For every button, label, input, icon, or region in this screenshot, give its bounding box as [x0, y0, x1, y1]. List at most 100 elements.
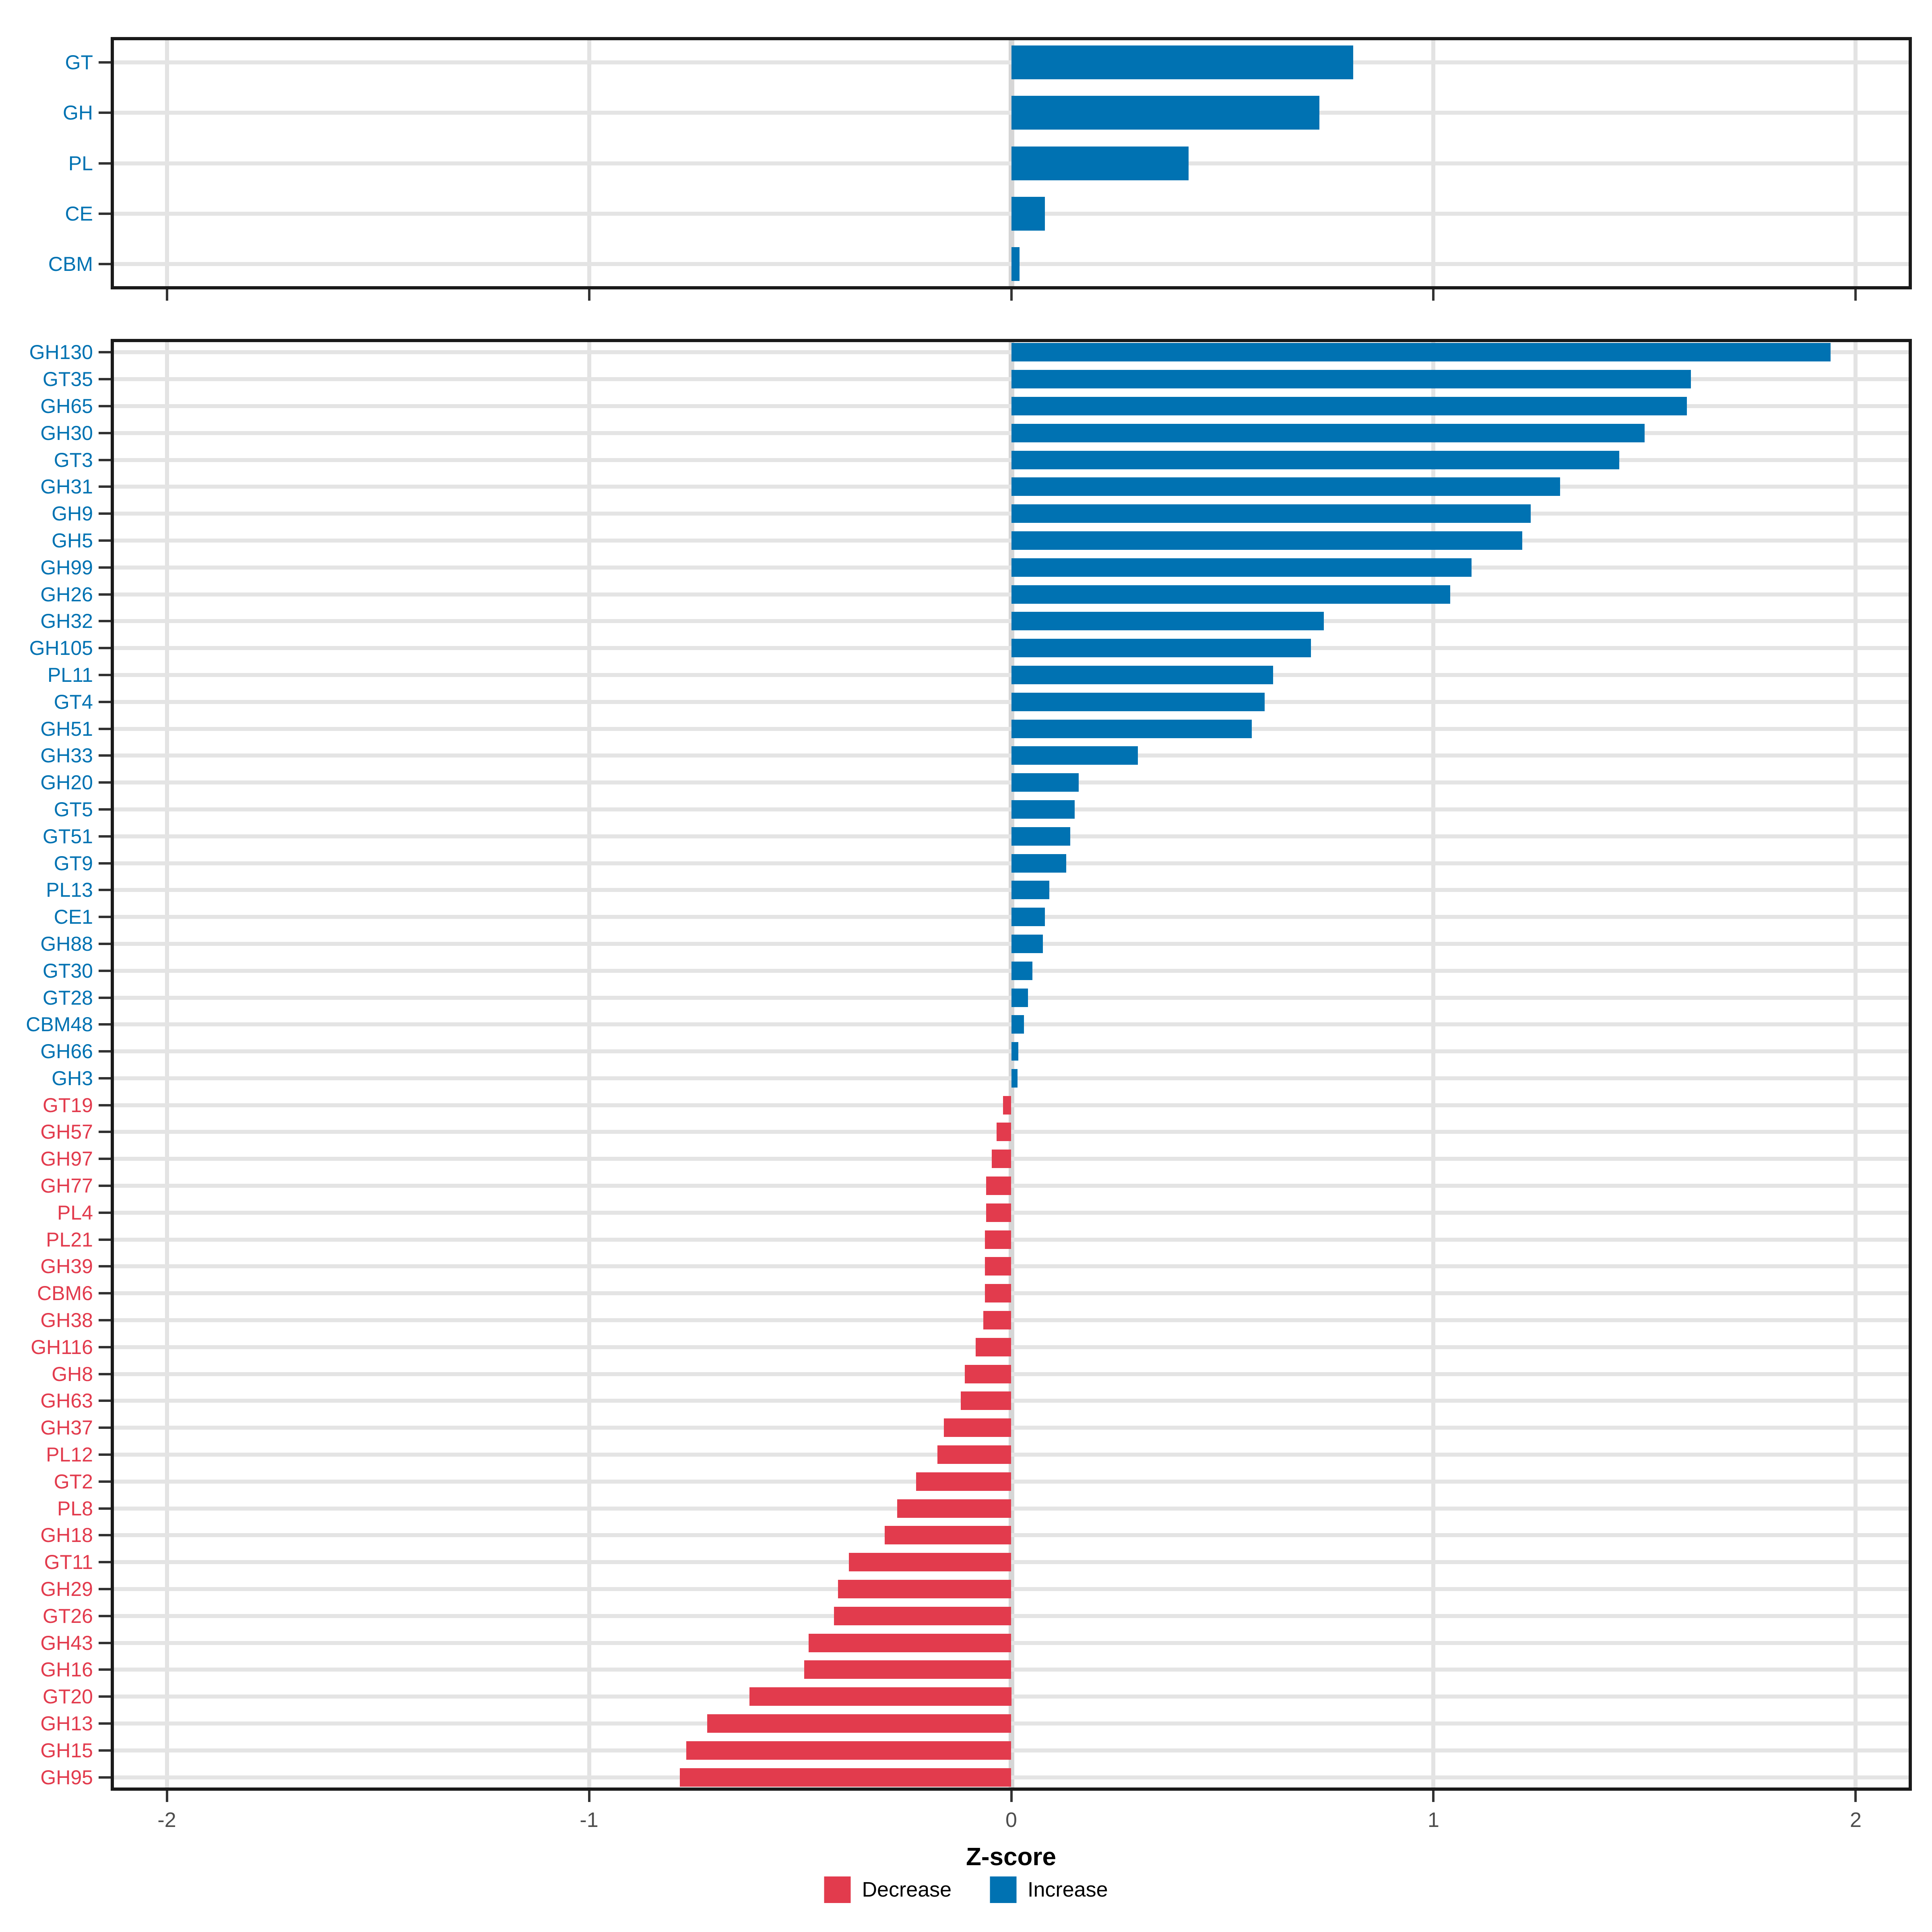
bar-CE1: [1011, 908, 1045, 927]
y-tick-GH33: [99, 754, 111, 757]
y-tick-label-GT11: GT11: [44, 1551, 93, 1574]
x-tick-label-2: 2: [1850, 1808, 1862, 1832]
bar-GH57: [996, 1123, 1011, 1141]
y-tick-GH57: [99, 1131, 111, 1133]
bar-GH16: [804, 1660, 1011, 1679]
y-tick-PL12: [99, 1453, 111, 1456]
y-tick-label-PL13: PL13: [46, 879, 93, 902]
y-tick-label-GT26: GT26: [42, 1604, 93, 1627]
y-tick-label-GH66: GH66: [40, 1040, 93, 1063]
row-gridline-GT2: [114, 1479, 1909, 1484]
y-tick-label-GT19: GT19: [42, 1094, 93, 1117]
y-tick-CE: [99, 212, 111, 215]
legend-swatch-increase: [990, 1876, 1017, 1903]
y-tick-label-CBM: CBM: [48, 253, 93, 276]
y-tick-GH29: [99, 1588, 111, 1591]
bar-GH37: [943, 1418, 1011, 1437]
bar-GH95: [680, 1768, 1011, 1787]
bar-GT19: [1003, 1096, 1011, 1115]
y-tick-GH31: [99, 485, 111, 488]
x-tick-top-1: [1432, 289, 1435, 301]
bar-GT9: [1011, 854, 1066, 873]
y-tick-label-GT51: GT51: [42, 825, 93, 848]
bar-CBM48: [1011, 1015, 1024, 1034]
y-tick-GT9: [99, 862, 111, 865]
bar-GH116: [976, 1338, 1011, 1356]
row-gridline-GH63: [114, 1399, 1909, 1403]
y-tick-label-GT3: GT3: [54, 448, 93, 471]
row-gridline-GH57: [114, 1130, 1909, 1134]
y-tick-GT19: [99, 1104, 111, 1106]
y-tick-label-PL11: PL11: [47, 663, 93, 686]
y-tick-GH3: [99, 1077, 111, 1080]
y-tick-GT11: [99, 1561, 111, 1564]
bar-PL21: [985, 1230, 1011, 1249]
bar-GH18: [884, 1526, 1011, 1545]
bar-GH33: [1011, 746, 1138, 765]
y-tick-label-GH32: GH32: [40, 610, 93, 633]
bar-GH13: [707, 1714, 1011, 1733]
y-tick-label-GT: GT: [65, 51, 93, 74]
y-tick-GH63: [99, 1399, 111, 1402]
bar-GT5: [1011, 800, 1075, 819]
legend: Decrease Increase: [824, 1876, 1108, 1903]
x-tick-label-1: 1: [1428, 1808, 1439, 1832]
y-tick-GT3: [99, 458, 111, 461]
y-tick-GH43: [99, 1641, 111, 1644]
y-tick-GT2: [99, 1480, 111, 1483]
x-tick-top-2: [1854, 289, 1857, 301]
y-tick-GH51: [99, 727, 111, 730]
bar-GT3: [1011, 450, 1620, 469]
y-tick-label-GH8: GH8: [52, 1362, 93, 1385]
y-tick-GT20: [99, 1695, 111, 1698]
row-gridline-GH38: [114, 1318, 1909, 1323]
y-tick-PL21: [99, 1238, 111, 1241]
bar-GH9: [1011, 504, 1531, 523]
y-tick-GH16: [99, 1668, 111, 1671]
y-tick-label-CE1: CE1: [54, 906, 93, 929]
y-tick-CE1: [99, 916, 111, 919]
bar-GH77: [986, 1177, 1011, 1195]
y-tick-GH20: [99, 781, 111, 784]
legend-label-increase: Increase: [1028, 1878, 1108, 1901]
y-tick-label-GH13: GH13: [40, 1712, 93, 1735]
y-tick-label-GH95: GH95: [40, 1766, 93, 1789]
y-tick-label-CBM6: CBM6: [37, 1282, 93, 1305]
x-tick-bottom--1: [588, 1791, 590, 1802]
y-tick-GH39: [99, 1265, 111, 1268]
y-tick-GH97: [99, 1158, 111, 1160]
y-tick-GH30: [99, 431, 111, 434]
bar-GT26: [834, 1606, 1011, 1625]
y-tick-label-GH16: GH16: [40, 1658, 93, 1681]
row-gridline-GH15: [114, 1748, 1909, 1752]
row-gridline-GH16: [114, 1668, 1909, 1672]
bar-GH3: [1011, 1069, 1018, 1088]
y-tick-CBM48: [99, 1023, 111, 1026]
y-tick-GH66: [99, 1050, 111, 1053]
y-tick-GT26: [99, 1614, 111, 1617]
y-tick-label-GH33: GH33: [40, 744, 93, 767]
bar-GH97: [992, 1150, 1011, 1168]
row-gridline-GH39: [114, 1264, 1909, 1269]
row-gridline-CBM6: [114, 1291, 1909, 1296]
row-gridline-GH116: [114, 1345, 1909, 1349]
y-tick-label-GH57: GH57: [40, 1121, 93, 1144]
y-tick-label-GT9: GT9: [54, 852, 93, 875]
bar-GH105: [1011, 639, 1311, 658]
x-tick-bottom-0: [1010, 1791, 1013, 1802]
y-tick-label-GH26: GH26: [40, 583, 93, 606]
y-tick-GH105: [99, 647, 111, 650]
bar-PL12: [937, 1445, 1011, 1464]
y-tick-label-GH3: GH3: [52, 1067, 93, 1090]
bar-CBM6: [985, 1284, 1011, 1303]
y-tick-label-GH5: GH5: [52, 529, 93, 552]
bar-GT4: [1011, 692, 1265, 711]
legend-item-increase: Increase: [990, 1876, 1108, 1903]
y-tick-label-PL8: PL8: [57, 1497, 93, 1520]
bar-GH63: [960, 1391, 1011, 1410]
bar-PL: [1011, 146, 1189, 180]
y-tick-GT28: [99, 996, 111, 999]
bar-GH26: [1011, 585, 1451, 604]
y-tick-label-GH29: GH29: [40, 1578, 93, 1601]
y-tick-PL: [99, 162, 111, 165]
